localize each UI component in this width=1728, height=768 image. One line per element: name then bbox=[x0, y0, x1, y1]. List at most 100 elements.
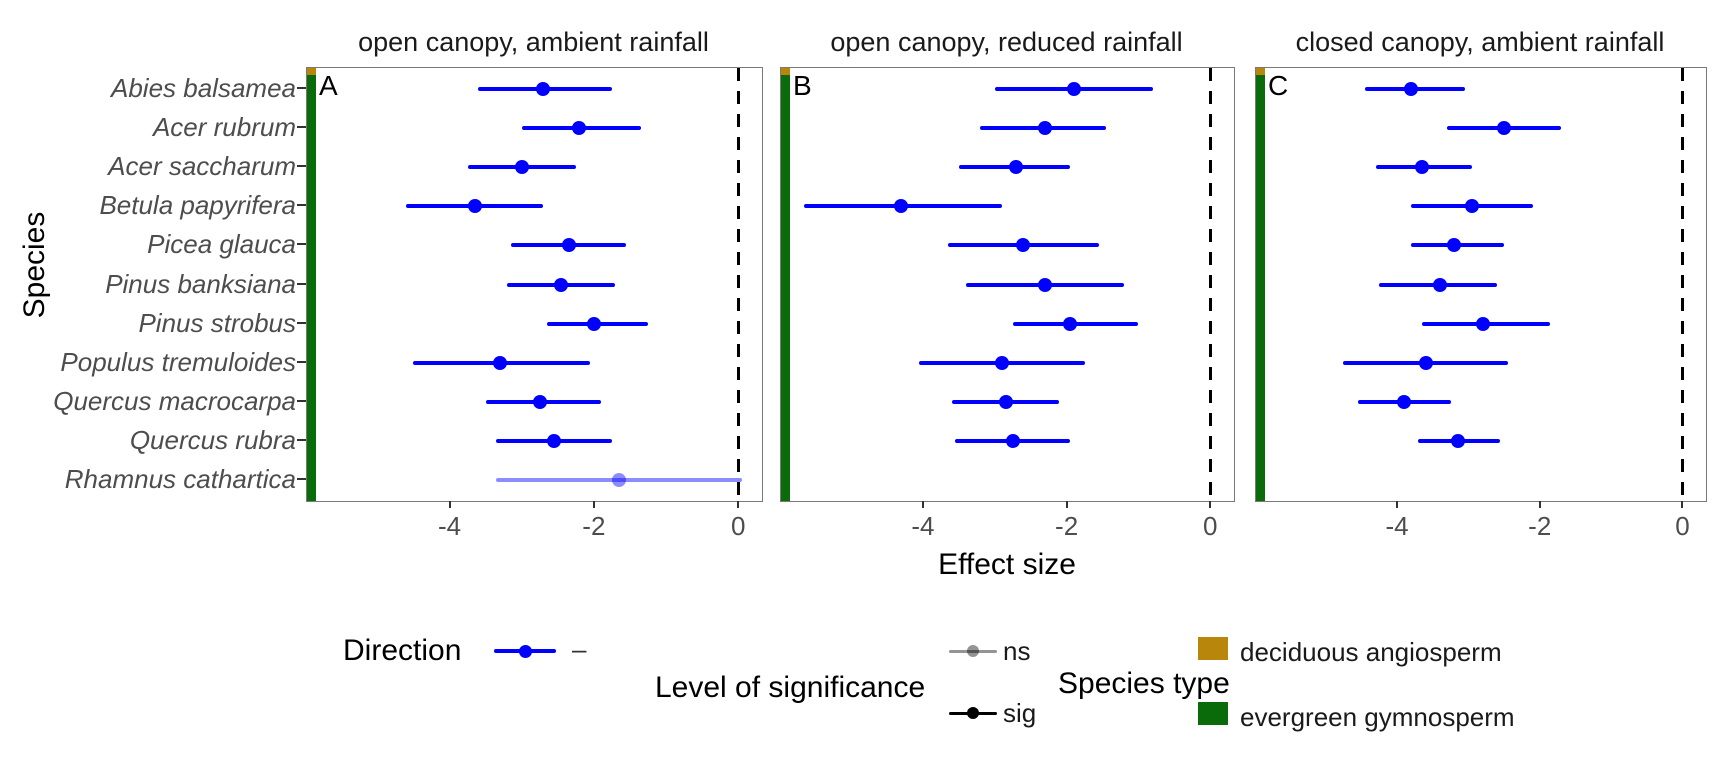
estimate-point bbox=[1450, 433, 1465, 448]
species-type-strip bbox=[307, 68, 316, 501]
y-axis-tick bbox=[297, 204, 306, 207]
panel-letter: A bbox=[319, 70, 338, 101]
y-axis-tick bbox=[297, 360, 306, 363]
estimate-point bbox=[572, 121, 587, 136]
x-axis-tick bbox=[1209, 501, 1212, 508]
legend-ns-label: ns bbox=[1003, 636, 1031, 666]
x-tick-label: -4 bbox=[911, 511, 935, 541]
y-axis-tick bbox=[297, 126, 306, 129]
species-label: Populus tremuloides bbox=[60, 346, 296, 377]
ns-line-glyph bbox=[949, 650, 997, 653]
x-axis-tick bbox=[921, 501, 924, 508]
estimate-point bbox=[532, 394, 547, 409]
x-tick-label: -4 bbox=[437, 511, 462, 541]
estimate-point bbox=[1447, 238, 1462, 253]
x-axis-tick bbox=[1538, 501, 1541, 508]
estimate-point bbox=[1009, 160, 1024, 175]
panel-title: open canopy, reduced rainfall bbox=[830, 27, 1183, 57]
estimate-point bbox=[467, 199, 482, 214]
zero-reference-line bbox=[1680, 68, 1684, 501]
species-label: Pinus strobus bbox=[138, 307, 296, 338]
species-label: Quercus rubra bbox=[129, 424, 296, 455]
legend-direction-item-label: – bbox=[572, 634, 587, 664]
x-tick-label: -2 bbox=[582, 511, 606, 541]
estimate-point bbox=[561, 238, 576, 253]
species-label: Acer rubrum bbox=[152, 112, 296, 143]
panel-letter: B bbox=[793, 70, 812, 101]
estimate-point bbox=[1038, 277, 1053, 292]
direction-point-icon bbox=[519, 645, 532, 658]
panel-closed-canopy-ambient-rainfall: closed canopy, ambient rainfall C -4 -2 0 bbox=[1255, 27, 1707, 541]
x-axis-tick bbox=[1065, 501, 1068, 508]
y-axis-tick bbox=[297, 243, 306, 246]
x-tick-label: 0 bbox=[730, 511, 746, 541]
sig-point-icon bbox=[967, 707, 979, 719]
estimate-point bbox=[1432, 277, 1447, 292]
y-axis-tick bbox=[297, 87, 306, 89]
x-axis-tick bbox=[737, 501, 740, 508]
x-axis-tick bbox=[592, 501, 595, 508]
ci-bar bbox=[496, 478, 742, 482]
estimate-point bbox=[514, 160, 529, 175]
x-tick-label: 0 bbox=[1675, 511, 1690, 541]
estimate-point bbox=[493, 355, 508, 370]
estimate-point bbox=[1066, 82, 1081, 96]
species-label: Pinus banksiana bbox=[105, 268, 296, 299]
estimate-point bbox=[894, 199, 909, 214]
evergreen-gymnosperm-swatch bbox=[1198, 702, 1228, 725]
panel-open-canopy-reduced-rainfall: open canopy, reduced rainfall B -4 -2 0 bbox=[780, 27, 1235, 541]
species-label: Abies balsamea bbox=[111, 73, 296, 103]
strip-gold-tip bbox=[307, 68, 316, 75]
panel-open-canopy-ambient-rainfall: open canopy, ambient rainfall A -4 -2 0 bbox=[306, 27, 763, 541]
y-axis-tick bbox=[297, 399, 306, 402]
panel-letter: C bbox=[1268, 70, 1289, 101]
estimate-point bbox=[1497, 121, 1512, 136]
panel-title: open canopy, ambient rainfall bbox=[358, 27, 709, 57]
panel-title: closed canopy, ambient rainfall bbox=[1295, 27, 1665, 57]
legend-significance-title: Level of significance bbox=[655, 671, 926, 704]
y-axis-tick bbox=[297, 165, 306, 168]
estimate-point bbox=[1418, 355, 1433, 370]
ns-point-icon bbox=[967, 645, 979, 657]
legend-sig-label: sig bbox=[1003, 698, 1037, 728]
estimate-point bbox=[994, 355, 1009, 370]
estimate-point bbox=[586, 316, 601, 331]
estimate-point bbox=[1038, 121, 1053, 136]
estimate-point bbox=[1475, 316, 1490, 331]
species-label: Acer saccharum bbox=[108, 151, 296, 182]
legend-species-type-title: Species type bbox=[1058, 667, 1230, 700]
estimate-point bbox=[536, 82, 551, 96]
x-axis-tick bbox=[1681, 501, 1684, 508]
legend-evergreen-label: evergreen gymnosperm bbox=[1240, 702, 1515, 732]
estimate-point bbox=[554, 277, 569, 292]
species-type-strip bbox=[781, 68, 790, 501]
estimate-point bbox=[998, 394, 1013, 409]
y-axis-tick bbox=[297, 321, 306, 324]
estimate-point bbox=[1414, 160, 1429, 175]
strip-gold-tip bbox=[781, 68, 790, 75]
species-label: Picea glauca bbox=[147, 229, 296, 260]
zero-reference-line bbox=[1208, 68, 1212, 501]
x-axis-title: Effect size bbox=[938, 548, 1076, 581]
estimate-point bbox=[547, 433, 562, 448]
legend-deciduous-label: deciduous angiosperm bbox=[1240, 637, 1502, 667]
species-label: Quercus macrocarpa bbox=[53, 385, 296, 416]
estimate-point bbox=[1397, 394, 1412, 409]
x-axis-tick bbox=[448, 501, 451, 508]
estimate-point bbox=[1063, 316, 1078, 331]
species-label: Betula papyrifera bbox=[99, 190, 296, 221]
deciduous-angiosperm-swatch bbox=[1198, 637, 1228, 660]
species-label: Rhamnus cathartica bbox=[64, 464, 296, 494]
estimate-point bbox=[1016, 238, 1031, 253]
y-axis-tick bbox=[297, 478, 306, 480]
x-tick-label: 0 bbox=[1203, 511, 1218, 541]
x-tick-label: -2 bbox=[1528, 511, 1552, 541]
estimate-point bbox=[1404, 82, 1419, 96]
zero-reference-line bbox=[736, 68, 740, 501]
y-axis-tick bbox=[297, 438, 306, 441]
estimate-point bbox=[612, 473, 627, 487]
x-tick-label: -2 bbox=[1055, 511, 1079, 541]
estimate-point bbox=[1464, 199, 1479, 214]
x-axis-tick bbox=[1396, 501, 1398, 508]
